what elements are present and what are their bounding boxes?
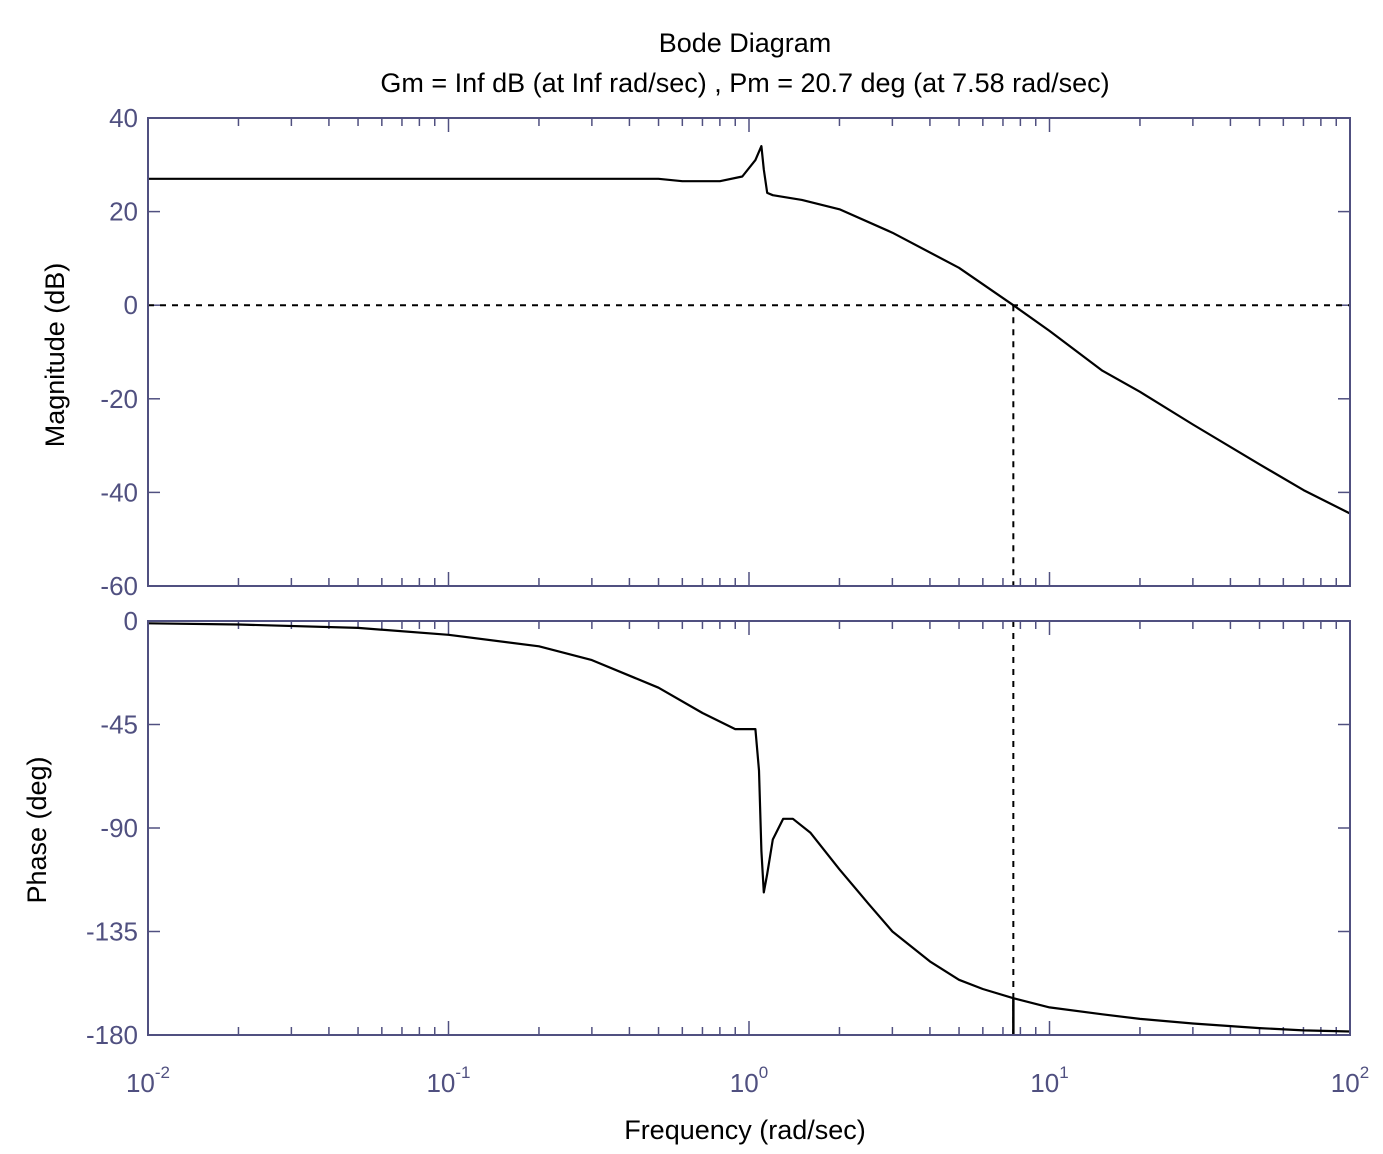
y-tick-label: -60 — [100, 571, 138, 601]
y-tick-label: -45 — [100, 710, 138, 740]
chart-title: Bode Diagram — [659, 28, 832, 58]
x-tick-label-exponent: -1 — [455, 1063, 470, 1082]
y-tick-label: 40 — [109, 103, 138, 133]
x-axis-label: Frequency (rad/sec) — [624, 1115, 866, 1145]
x-tick-label-base: 10 — [426, 1068, 455, 1098]
x-tick-label: 100 — [730, 1063, 768, 1098]
x-tick-label-exponent: 1 — [1059, 1063, 1068, 1082]
y-tick-label: -40 — [100, 477, 138, 507]
magnitude-y-axis-label: Magnitude (dB) — [40, 263, 70, 448]
plot-frame — [147, 117, 1351, 587]
x-tick-labels: 10-2 10-1 100 101 102 — [126, 1063, 1369, 1098]
plot-area — [148, 118, 1350, 586]
x-tick-label-exponent: 2 — [1360, 1063, 1369, 1082]
y-tick-label: -180 — [86, 1020, 138, 1050]
y-tick-label: 20 — [109, 197, 138, 227]
plot-area — [148, 621, 1350, 1035]
y-tick-label: -90 — [100, 813, 138, 843]
x-tick-label-base: 10 — [1030, 1068, 1059, 1098]
phase-series-line — [147, 622, 1351, 1033]
x-tick-label-base: 10 — [126, 1068, 155, 1098]
y-tick-label: 0 — [124, 290, 138, 320]
plot-frame — [147, 620, 1351, 1036]
x-tick-label-base: 10 — [1331, 1068, 1360, 1098]
magnitude-panel: 40 20 0 -20 -40 -60 — [100, 103, 1351, 601]
x-tick-label-base: 10 — [730, 1068, 759, 1098]
magnitude-series-line — [148, 145, 1351, 515]
phase-y-axis-label: Phase (deg) — [22, 756, 52, 903]
x-tick-label: 10-1 — [426, 1063, 470, 1098]
y-tick-label: -135 — [86, 917, 138, 947]
x-tick-label: 10-2 — [126, 1063, 170, 1098]
y-tick-label: 0 — [124, 606, 138, 636]
phase-panel: 0 -45 -90 -135 -180 — [86, 606, 1351, 1050]
x-tick-label: 101 — [1030, 1063, 1068, 1098]
x-tick-label-exponent: -2 — [155, 1063, 170, 1082]
y-tick-label: -20 — [100, 384, 138, 414]
chart-subtitle: Gm = Inf dB (at Inf rad/sec) , Pm = 20.7… — [380, 68, 1109, 98]
x-tick-label-exponent: 0 — [759, 1063, 768, 1082]
x-tick-label: 102 — [1331, 1063, 1369, 1098]
